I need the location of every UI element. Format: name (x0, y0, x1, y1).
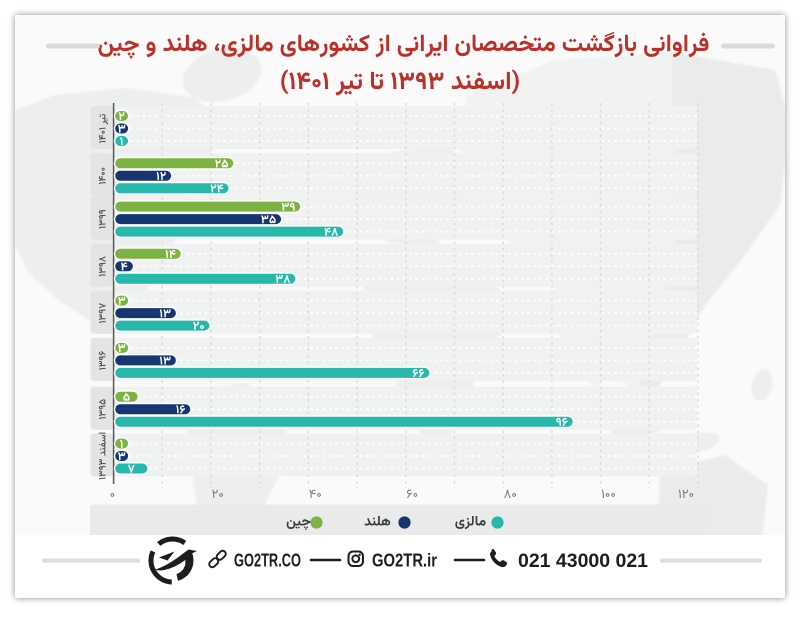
svg-text:GO2TR.CO: GO2TR.CO (234, 551, 301, 571)
svg-text:021 43000 021: 021 43000 021 (518, 551, 648, 572)
svg-text:GO2TR.ir: GO2TR.ir (372, 551, 437, 571)
